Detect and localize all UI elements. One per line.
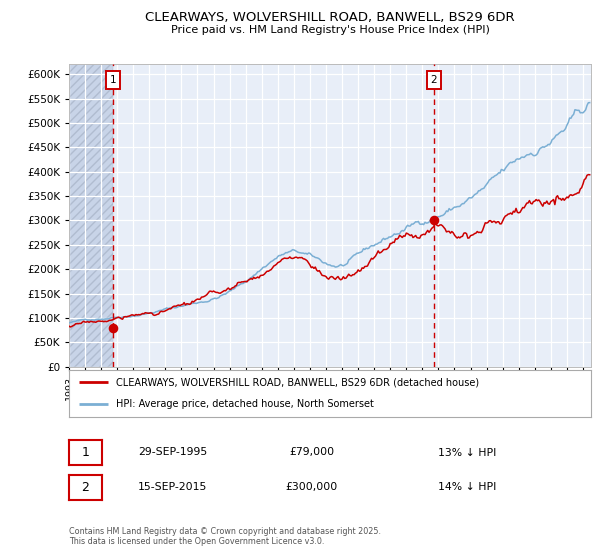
Text: 13% ↓ HPI: 13% ↓ HPI [438, 447, 496, 458]
Text: 29-SEP-1995: 29-SEP-1995 [138, 447, 207, 458]
Text: 14% ↓ HPI: 14% ↓ HPI [438, 482, 496, 492]
Point [429, 216, 439, 225]
Text: CLEARWAYS, WOLVERSHILL ROAD, BANWELL, BS29 6DR (detached house): CLEARWAYS, WOLVERSHILL ROAD, BANWELL, BS… [116, 377, 479, 388]
Text: £300,000: £300,000 [286, 482, 338, 492]
Text: CLEARWAYS, WOLVERSHILL ROAD, BANWELL, BS29 6DR: CLEARWAYS, WOLVERSHILL ROAD, BANWELL, BS… [145, 11, 515, 24]
Text: HPI: Average price, detached house, North Somerset: HPI: Average price, detached house, Nort… [116, 399, 374, 409]
Text: 2: 2 [82, 480, 89, 494]
Text: £79,000: £79,000 [289, 447, 335, 458]
Text: 15-SEP-2015: 15-SEP-2015 [138, 482, 208, 492]
Bar [69, 64, 113, 367]
Point [109, 324, 118, 333]
Text: Price paid vs. HM Land Registry's House Price Index (HPI): Price paid vs. HM Land Registry's House … [170, 25, 490, 35]
Text: 1: 1 [110, 75, 116, 85]
Text: Contains HM Land Registry data © Crown copyright and database right 2025.
This d: Contains HM Land Registry data © Crown c… [69, 526, 381, 546]
Text: 1: 1 [82, 446, 89, 459]
Text: 2: 2 [430, 75, 437, 85]
